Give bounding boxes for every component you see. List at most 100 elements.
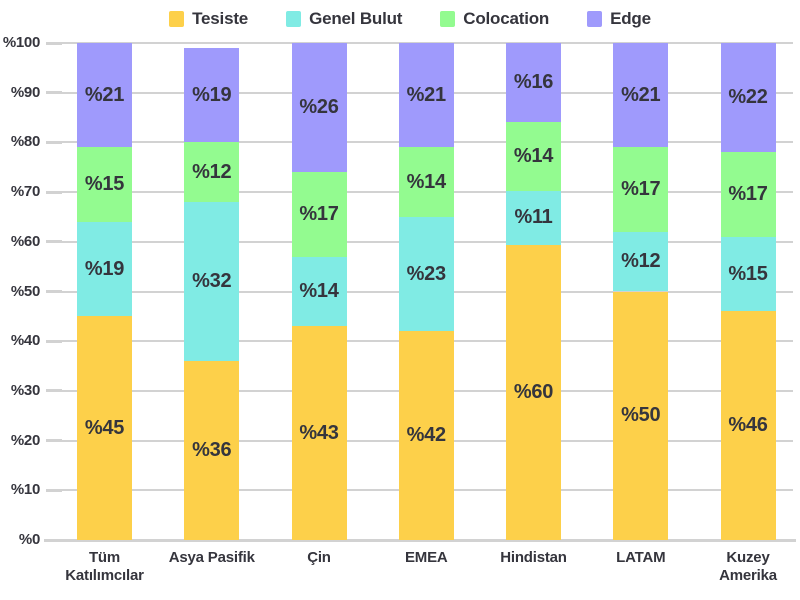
x-axis-label-line: Hindistan [500, 549, 567, 566]
x-axis-label-line: Amerika [719, 567, 777, 584]
y-axis-tick [46, 91, 62, 95]
segment-value-label: %42 [406, 424, 446, 447]
y-axis-tick [46, 41, 62, 45]
bar-segment-genel-bulut: %23 [398, 216, 454, 332]
y-axis-label: %90 [10, 83, 40, 101]
bar-segment-genel-bulut: %19 [77, 221, 132, 317]
legend-label-edge: Edge [610, 9, 651, 28]
y-axis-label: %40 [10, 332, 40, 350]
y-axis-label: %20 [10, 431, 40, 449]
y-axis-label: %80 [10, 133, 40, 151]
segment-value-label: %45 [84, 416, 125, 439]
legend-label-genel-bulut: Genel Bulut [309, 9, 403, 28]
segment-value-label: %50 [621, 404, 661, 427]
bar-segment-colocation: %14 [506, 121, 561, 191]
x-axis-label: Tüm Katılımcılar [45, 549, 165, 585]
bar-segment-tesiste: %45 [77, 316, 132, 540]
x-axis-label: Asya Pasifik [152, 549, 272, 567]
bar-segment-colocation: %14 [398, 147, 454, 217]
bar-segment-edge: %26 [291, 43, 347, 173]
x-axis-label: Hindistan [474, 549, 594, 567]
bar-segment-colocation: %17 [720, 152, 776, 237]
bar-segment-edge: %19 [184, 47, 240, 143]
x-axis-label-line: Tüm [88, 549, 121, 566]
bar-segment-edge: %21 [613, 43, 669, 148]
segment-value-label: %21 [84, 83, 125, 106]
segment-value-label: %22 [728, 86, 768, 109]
bar-segment-tesiste: %50 [613, 291, 669, 540]
segment-value-label: %19 [192, 83, 232, 106]
bar-segment-genel-bulut: %15 [720, 236, 776, 312]
bar-segment-edge: %21 [77, 43, 132, 148]
y-axis-label: %50 [10, 282, 40, 300]
segment-value-label: %14 [299, 279, 339, 302]
segment-value-label: %14 [406, 170, 446, 193]
segment-value-label: %36 [192, 439, 232, 462]
y-axis-label: %10 [10, 481, 40, 499]
segment-value-label: %32 [192, 270, 232, 293]
segment-value-label: %23 [406, 262, 446, 285]
bar-segment-genel-bulut: %14 [291, 256, 347, 327]
segment-value-label: %43 [299, 421, 339, 444]
segment-value-label: %46 [728, 414, 768, 437]
legend-label-colocation: Colocation [463, 9, 550, 28]
legend-swatch-genel-bulut [286, 11, 302, 27]
segment-value-label: %17 [621, 178, 661, 201]
segment-value-label: %26 [299, 96, 339, 119]
segment-value-label: %11 [514, 206, 553, 229]
y-axis-tick [46, 290, 62, 293]
y-axis-tick [46, 339, 62, 343]
segment-value-label: %14 [513, 144, 554, 167]
segment-value-label: %21 [621, 83, 661, 106]
y-axis-tick [46, 389, 62, 393]
y-axis-label: %60 [10, 232, 40, 250]
segment-value-label: %12 [192, 160, 232, 183]
bar-segment-colocation: %12 [184, 142, 240, 203]
bar-segment-genel-bulut: %32 [184, 202, 240, 362]
bar-segment-tesiste: %46 [720, 311, 776, 540]
bar-segment-colocation: %15 [77, 147, 132, 222]
chart-legend: Tesiste Genel Bulut Colocation Edge [0, 9, 800, 29]
segment-value-label: %21 [406, 83, 446, 106]
x-axis-line [44, 539, 796, 542]
y-axis-tick [46, 240, 62, 244]
legend-item-tesiste: Tesiste [169, 9, 248, 29]
legend-swatch-colocation [440, 11, 456, 27]
legend-item-genel-bulut: Genel Bulut [286, 9, 402, 29]
segment-value-label: %16 [513, 70, 554, 93]
y-axis-tick [46, 488, 62, 492]
bar-segment-edge: %21 [398, 43, 454, 148]
legend-item-colocation: Colocation [440, 9, 549, 29]
y-axis-label: %30 [10, 381, 40, 399]
x-axis-label: Çin [259, 549, 379, 567]
y-axis-tick [46, 439, 62, 443]
segment-value-label: %60 [513, 380, 554, 403]
y-axis-label: %70 [10, 183, 40, 201]
x-axis-label: Kuzey Amerika [688, 549, 800, 585]
x-axis-label: LATAM [581, 549, 701, 567]
segment-value-label: %12 [621, 250, 661, 273]
legend-swatch-tesiste [169, 11, 185, 27]
segment-value-label: %17 [728, 183, 768, 206]
bar-segment-edge: %22 [720, 43, 776, 153]
segment-value-label: %17 [299, 202, 339, 225]
x-axis-label-line: EMEA [404, 549, 448, 566]
bar-segment-tesiste: %60 [506, 244, 561, 540]
bar-segment-tesiste: %43 [291, 326, 347, 540]
x-axis-label-line: Kuzey [726, 549, 770, 566]
segment-value-label: %15 [728, 262, 768, 285]
y-axis-label: %0 [18, 531, 40, 548]
segment-value-label: %19 [84, 257, 125, 280]
bar-segment-colocation: %17 [613, 147, 669, 232]
bar-segment-tesiste: %42 [398, 331, 454, 540]
y-axis-label: %100 [2, 34, 40, 51]
bar-segment-colocation: %17 [291, 172, 347, 257]
legend-item-edge: Edge [587, 9, 651, 29]
x-axis-label-line: LATAM [616, 549, 666, 566]
bar-segment-tesiste: %36 [184, 361, 240, 540]
y-axis-tick [46, 140, 62, 144]
legend-label-tesiste: Tesiste [192, 9, 249, 28]
x-axis-label: EMEA [366, 549, 486, 567]
bar-segment-genel-bulut: %11 [506, 190, 561, 245]
